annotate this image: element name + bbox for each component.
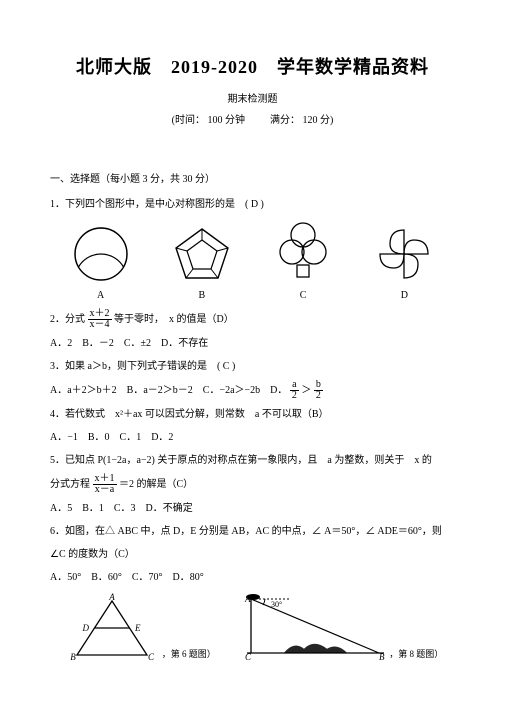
q5-pre: 分式方程 <box>50 479 93 490</box>
meta-score: 120 分) <box>303 115 334 126</box>
question-6-line1: 6．如图，在△ ABC 中，点 D，E 分别是 AB，AC 的中点，∠ A＝50… <box>50 522 455 541</box>
cliff-angle-icon: 30° A C B <box>239 593 389 663</box>
q3-frac2-den: 2 <box>314 391 323 401</box>
fig8-caption: ，第 8 题图） <box>389 646 443 663</box>
figure-d: D <box>374 224 434 305</box>
page-meta: (时间： 100 分钟 满分： 120 分) <box>50 111 455 130</box>
figure-b-label: B <box>199 286 206 305</box>
meta-score-label: 满分： <box>270 115 300 126</box>
fig6-D: D <box>81 623 89 633</box>
triangle-midsegment-icon: A D E B C <box>62 593 162 663</box>
fig8-A: A <box>244 594 251 604</box>
section-1-heading: 一、选择题（每小题 3 分，共 30 分） <box>50 170 455 189</box>
question-1: 1．下列四个图形中，是中心对称图形的是 ( D ) <box>50 195 455 214</box>
q3-frac1: a 2 <box>290 380 299 401</box>
q2-fraction: x＋2 x－4 <box>88 309 112 330</box>
meta-time-label: (时间： <box>172 115 205 126</box>
figure-c: C <box>273 220 333 305</box>
q3-opts-pre: A．a＋2＞b＋2 B．a－2＞b－2 C．−2a＞−2b D． <box>50 385 287 396</box>
question-1-figures: A B C <box>50 220 455 305</box>
q2-pre: 2．分式 <box>50 314 88 325</box>
q3-frac1-den: 2 <box>290 391 299 401</box>
question-2: 2．分式 x＋2 x－4 等于零时， x 的值是（D） <box>50 309 455 330</box>
figure-d-label: D <box>401 286 408 305</box>
page-title: 北师大版 2019-2020 学年数学精品资料 <box>50 50 455 84</box>
page-subtitle: 期末检测题 <box>50 90 455 109</box>
question-6-options: A．50° B．60° C．70° D．80° <box>50 568 455 587</box>
pinwheel-icon <box>374 224 434 284</box>
q5-frac-den: x－a <box>93 485 117 495</box>
figure-q6: A D E B C ，第 6 题图） <box>62 593 216 663</box>
q2-post: 等于零时， x 的值是（D） <box>114 314 234 325</box>
figure-a: A <box>71 224 131 305</box>
q3-mid: ＞ <box>301 385 311 396</box>
q3-frac2: b 2 <box>314 380 323 401</box>
q5-post: ＝2 的解是（C） <box>119 479 193 490</box>
question-2-options: A．2 B．－2 C．±2 D．不存在 <box>50 334 455 353</box>
figure-b: B <box>172 224 232 305</box>
fig6-E: E <box>134 623 141 633</box>
fig8-B: B <box>379 652 385 662</box>
circle-petals-icon <box>71 224 131 284</box>
bottom-figures: A D E B C ，第 6 题图） 30° A C B <box>50 593 455 663</box>
mountains-icon <box>284 644 347 653</box>
question-3: 3．如果 a＞b，则下列式子错误的是 ( C ) <box>50 357 455 376</box>
fig6-A: A <box>108 593 115 602</box>
q5-fraction: x＋1 x－a <box>93 474 117 495</box>
question-5-options: A．5 B．1 C．3 D．不确定 <box>50 499 455 518</box>
fig6-B: B <box>70 652 76 662</box>
q2-frac-den: x－4 <box>88 320 112 330</box>
fig8-C: C <box>245 652 252 662</box>
question-5-line1: 5．已知点 P(1−2a，a−2) 关于原点的对称点在第一象限内，且 a 为整数… <box>50 451 455 470</box>
figure-q8: 30° A C B ，第 8 题图） <box>239 593 443 663</box>
fig6-C: C <box>148 652 155 662</box>
question-6-line2: ∠C 的度数为（C） <box>50 545 455 564</box>
figure-a-label: A <box>97 286 104 305</box>
meta-time: 100 分钟 <box>208 115 246 126</box>
three-circles-square-icon <box>273 220 333 284</box>
question-4-options: A．−1 B．0 C．1 D．2 <box>50 428 455 447</box>
figure-c-label: C <box>300 286 307 305</box>
question-5-line2: 分式方程 x＋1 x－a ＝2 的解是（C） <box>50 474 455 495</box>
pentagon-icon <box>172 224 232 284</box>
fig6-caption: ，第 6 题图） <box>162 646 216 663</box>
question-3-options: A．a＋2＞b＋2 B．a－2＞b－2 C．−2a＞−2b D． a 2 ＞ b… <box>50 380 455 401</box>
fig8-angle: 30° <box>271 600 282 609</box>
question-4: 4．若代数式 x²＋ax 可以因式分解，则常数 a 不可以取（B） <box>50 405 455 424</box>
